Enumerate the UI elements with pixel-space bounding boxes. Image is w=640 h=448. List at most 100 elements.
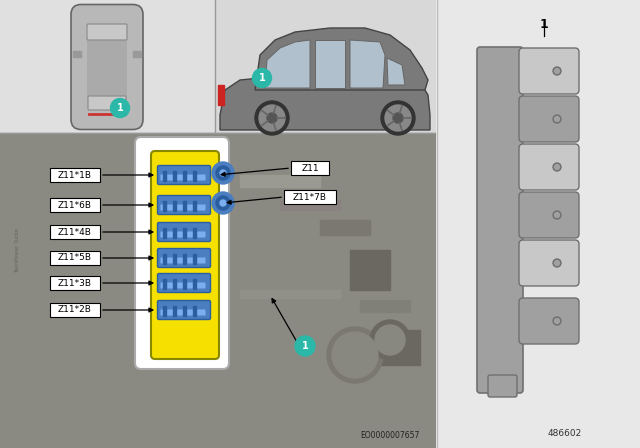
Circle shape	[212, 162, 234, 184]
Bar	[163, 201, 166, 211]
Bar	[193, 306, 196, 316]
Polygon shape	[265, 40, 310, 88]
FancyBboxPatch shape	[519, 48, 579, 94]
Circle shape	[267, 113, 277, 123]
Text: 1: 1	[259, 73, 266, 83]
Text: Z11*1B: Z11*1B	[58, 171, 92, 180]
Bar	[0, 133, 435, 448]
Bar	[291, 161, 329, 175]
Circle shape	[553, 67, 561, 75]
FancyBboxPatch shape	[157, 273, 211, 293]
Bar	[163, 171, 166, 181]
FancyBboxPatch shape	[519, 192, 579, 238]
Bar	[173, 228, 176, 238]
FancyBboxPatch shape	[161, 258, 205, 263]
Circle shape	[553, 259, 561, 267]
Text: Z11*3B: Z11*3B	[58, 279, 92, 288]
FancyBboxPatch shape	[87, 35, 127, 99]
Bar	[50, 198, 100, 212]
Bar	[280, 200, 340, 210]
Bar	[193, 254, 196, 264]
Bar	[50, 303, 100, 317]
FancyBboxPatch shape	[161, 175, 205, 181]
Bar	[380, 330, 420, 365]
Text: 486602: 486602	[548, 429, 582, 438]
Text: Z11*2B: Z11*2B	[58, 306, 92, 314]
Circle shape	[393, 113, 403, 123]
Bar	[0, 0, 215, 133]
Text: 1: 1	[116, 103, 124, 113]
Bar	[193, 279, 196, 289]
FancyBboxPatch shape	[87, 24, 127, 40]
Polygon shape	[255, 28, 428, 90]
Circle shape	[327, 327, 383, 383]
Circle shape	[554, 260, 559, 266]
Bar	[215, 0, 435, 133]
Bar	[437, 0, 640, 448]
Bar	[240, 290, 340, 298]
Bar	[183, 306, 186, 316]
Circle shape	[554, 164, 559, 169]
Bar	[163, 228, 166, 238]
Circle shape	[381, 101, 415, 135]
Bar	[193, 171, 196, 181]
Polygon shape	[350, 40, 385, 88]
Bar	[193, 228, 196, 238]
Circle shape	[553, 163, 561, 171]
Bar	[173, 279, 176, 289]
FancyBboxPatch shape	[157, 223, 211, 241]
Bar	[163, 279, 166, 289]
FancyBboxPatch shape	[157, 165, 211, 185]
Bar	[73, 51, 81, 57]
Bar	[50, 168, 100, 182]
Text: Z11*6B: Z11*6B	[58, 201, 92, 210]
Circle shape	[554, 69, 559, 73]
Circle shape	[554, 212, 559, 217]
Bar	[50, 276, 100, 290]
Polygon shape	[220, 72, 430, 130]
FancyBboxPatch shape	[519, 240, 579, 286]
Bar	[50, 225, 100, 239]
Circle shape	[370, 320, 410, 360]
Circle shape	[375, 325, 405, 355]
Bar	[350, 250, 390, 290]
FancyBboxPatch shape	[519, 144, 579, 190]
Text: Z11: Z11	[301, 164, 319, 172]
FancyBboxPatch shape	[135, 137, 229, 369]
FancyBboxPatch shape	[157, 249, 211, 267]
FancyBboxPatch shape	[477, 47, 523, 393]
Text: Z11*7B: Z11*7B	[293, 193, 327, 202]
Circle shape	[111, 99, 129, 117]
Circle shape	[553, 115, 561, 123]
Circle shape	[220, 170, 226, 176]
Bar	[240, 175, 320, 187]
Text: 1: 1	[301, 341, 308, 351]
Polygon shape	[387, 58, 405, 85]
Circle shape	[253, 69, 271, 87]
FancyBboxPatch shape	[161, 232, 205, 237]
FancyBboxPatch shape	[161, 283, 205, 289]
FancyBboxPatch shape	[71, 4, 143, 129]
Circle shape	[385, 105, 411, 131]
Bar	[183, 254, 186, 264]
FancyBboxPatch shape	[88, 96, 126, 110]
Text: 1: 1	[540, 18, 548, 31]
Text: TwinPower Turbo: TwinPower Turbo	[15, 228, 20, 272]
Bar	[284, 190, 336, 204]
Circle shape	[553, 317, 561, 325]
Bar	[183, 228, 186, 238]
Text: EO0000007657: EO0000007657	[360, 431, 420, 440]
Circle shape	[220, 200, 226, 206]
Circle shape	[216, 166, 230, 180]
Circle shape	[295, 336, 315, 356]
FancyBboxPatch shape	[161, 310, 205, 315]
Text: Z11*5B: Z11*5B	[58, 254, 92, 263]
Bar	[218, 85, 224, 105]
Bar	[163, 306, 166, 316]
FancyBboxPatch shape	[157, 195, 211, 215]
Polygon shape	[315, 40, 345, 88]
Bar	[320, 220, 370, 235]
Circle shape	[212, 192, 234, 214]
FancyBboxPatch shape	[151, 151, 219, 359]
Bar	[50, 251, 100, 265]
